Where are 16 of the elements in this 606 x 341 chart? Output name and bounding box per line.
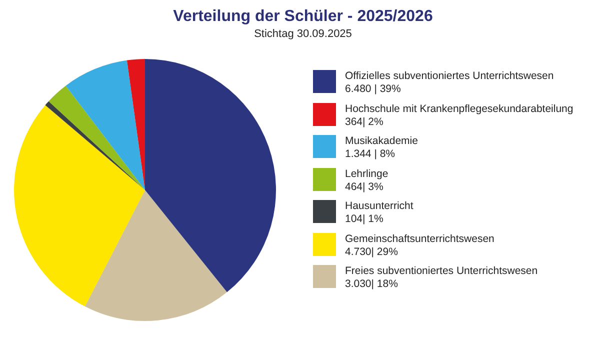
data-label: 4.730| 29%: [345, 246, 399, 258]
data-label: 3.030| 18%: [345, 278, 399, 291]
legend-label: Musikakademie: [345, 135, 418, 148]
data-label: 364| 2%: [345, 116, 384, 128]
data-label: 464| 3%: [345, 180, 384, 194]
legend-label: Hausunterricht: [345, 200, 414, 213]
legend-label: Offizielles subventioniertes Unterrichtswesen: [345, 70, 554, 83]
chart-subtitle: Stichtag 30.09.2025: [253, 28, 353, 40]
data-label: 6.480 | 39%: [345, 83, 402, 96]
legend-label: Freies subventioniertes Unterrichtswesen: [345, 265, 538, 278]
data-label: 1.344 | 8%: [345, 148, 396, 161]
legend-label: Lehrlinge: [345, 168, 388, 180]
chart-title: Verteilung der Schüler - 2025/2026: [172, 8, 434, 26]
legend-label: Hochschule mit Krankenpflegesekundarabteilung: [345, 102, 574, 116]
legend-label: Gemeinschaftsunterrichtswesen: [345, 232, 494, 246]
data-label: 104| 1%: [345, 213, 384, 226]
